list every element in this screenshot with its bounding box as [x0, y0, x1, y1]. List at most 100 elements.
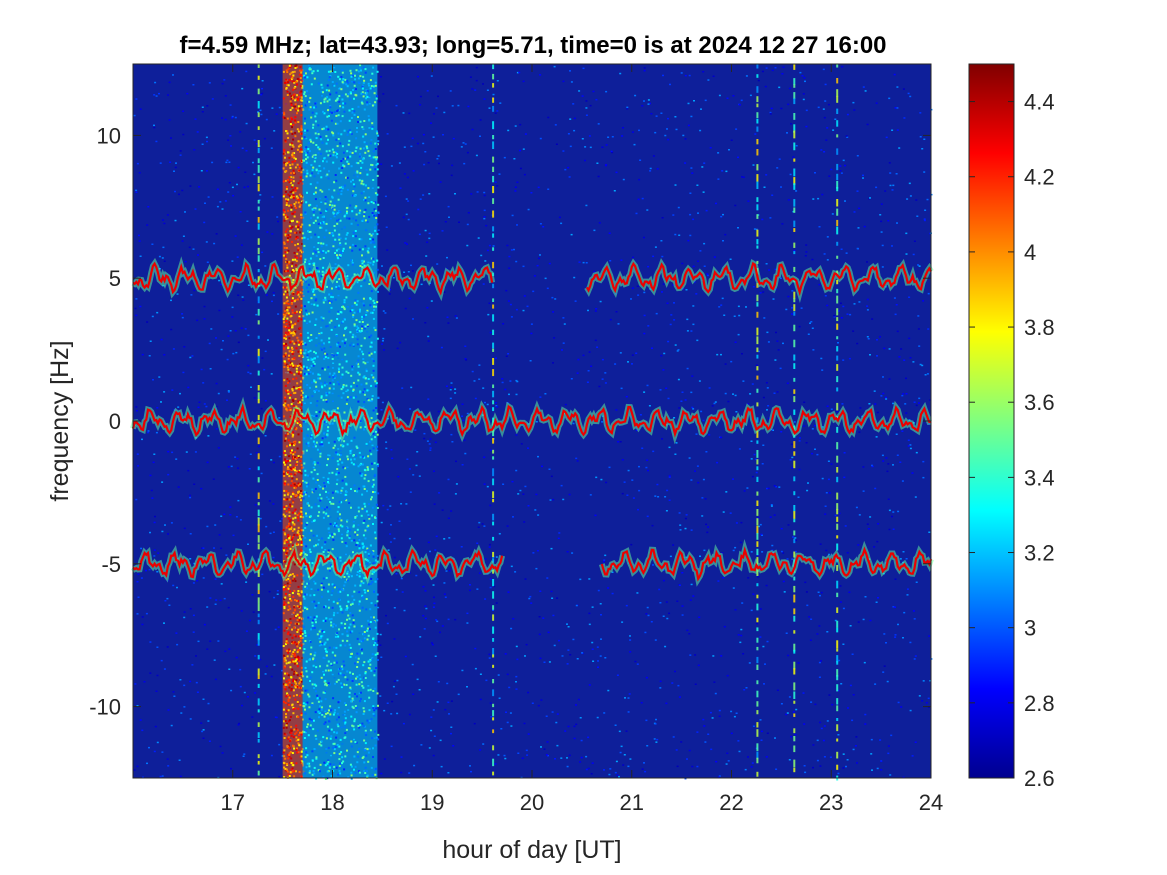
band-speck — [331, 81, 334, 83]
noise-speck — [903, 359, 906, 361]
noise-speck — [882, 460, 885, 462]
band-speck — [283, 601, 286, 604]
band-speck — [285, 234, 288, 237]
noise-speck — [527, 733, 530, 735]
band-speck — [294, 495, 297, 498]
noise-speck — [412, 318, 414, 320]
noise-speck — [712, 75, 715, 77]
band-speck — [300, 114, 303, 117]
noise-speck — [698, 616, 701, 618]
band-speck — [309, 174, 312, 177]
noise-speck — [684, 777, 687, 780]
band-speck — [299, 91, 302, 94]
noise-speck — [536, 550, 539, 552]
band-speck — [314, 357, 316, 360]
noise-speck — [508, 393, 510, 396]
noise-speck — [695, 293, 698, 295]
noise-speck — [839, 170, 842, 172]
noise-speck — [418, 233, 421, 236]
band-speck — [290, 655, 293, 658]
noise-speck — [678, 584, 681, 586]
band-speck — [350, 774, 353, 777]
band-speck — [295, 428, 298, 431]
noise-speck — [573, 276, 576, 279]
noise-speck — [247, 371, 250, 374]
noise-speck — [407, 200, 410, 202]
band-speck — [295, 80, 298, 83]
noise-speck — [447, 772, 450, 774]
band-speck — [335, 661, 338, 664]
band-speck — [289, 109, 292, 111]
band-speck — [376, 95, 379, 98]
noise-speck — [869, 619, 872, 622]
noise-speck — [541, 465, 543, 468]
band-speck — [283, 325, 286, 328]
noise-speck — [918, 402, 920, 404]
band-speck — [286, 655, 289, 658]
noise-speck — [197, 406, 200, 409]
noise-speck — [522, 309, 525, 312]
noise-speck — [791, 456, 794, 459]
band-speck — [350, 180, 352, 183]
band-speck — [292, 364, 295, 367]
noise-speck — [377, 211, 380, 213]
noise-speck — [419, 95, 422, 98]
noise-speck — [907, 439, 910, 441]
band-speck — [335, 82, 338, 85]
band-speck — [333, 742, 336, 745]
band-speck — [362, 713, 365, 715]
band-speck — [303, 91, 306, 94]
band-speck — [355, 130, 358, 133]
band-speck — [312, 290, 315, 293]
noise-speck — [607, 136, 610, 138]
noise-speck — [693, 100, 695, 102]
noise-speck — [429, 438, 432, 440]
noise-speck — [253, 173, 256, 176]
noise-speck — [273, 130, 276, 132]
band-speck — [300, 541, 303, 544]
noise-speck — [488, 302, 491, 304]
noise-speck — [866, 336, 869, 338]
noise-speck — [192, 248, 195, 250]
noise-speck — [210, 328, 213, 330]
band-speck — [310, 116, 313, 119]
noise-speck — [494, 181, 497, 183]
band-speck — [285, 302, 288, 305]
noise-speck — [876, 540, 879, 543]
band-speck — [288, 365, 291, 368]
noise-speck — [917, 264, 919, 266]
band-speck — [343, 226, 346, 229]
noise-speck — [826, 259, 829, 261]
band-speck — [362, 521, 365, 524]
noise-speck — [170, 137, 172, 139]
band-speck — [324, 764, 327, 767]
band-speck — [285, 78, 288, 81]
noise-speck — [597, 666, 599, 668]
noise-speck — [166, 214, 169, 216]
band-speck — [286, 709, 289, 712]
band-speck — [285, 539, 288, 542]
band-speck — [313, 766, 316, 769]
noise-speck — [230, 145, 232, 147]
band-speck — [291, 579, 294, 582]
noise-speck — [401, 591, 404, 593]
noise-speck — [643, 236, 645, 239]
band-speck — [284, 688, 287, 691]
noise-speck — [884, 396, 887, 399]
band-speck — [291, 324, 294, 327]
noise-speck — [161, 530, 164, 533]
band-speck — [343, 215, 346, 218]
noise-speck — [477, 526, 480, 528]
noise-speck — [529, 360, 532, 362]
noise-speck — [576, 460, 579, 462]
band-speck — [292, 176, 295, 179]
band-speck — [286, 186, 288, 188]
band-speck — [328, 115, 330, 117]
noise-speck — [382, 310, 385, 312]
band-speck — [339, 437, 342, 440]
band-speck — [321, 634, 324, 637]
band-speck — [294, 659, 297, 662]
noise-speck — [692, 595, 695, 597]
band-speck — [293, 648, 296, 651]
band-speck — [286, 309, 289, 312]
